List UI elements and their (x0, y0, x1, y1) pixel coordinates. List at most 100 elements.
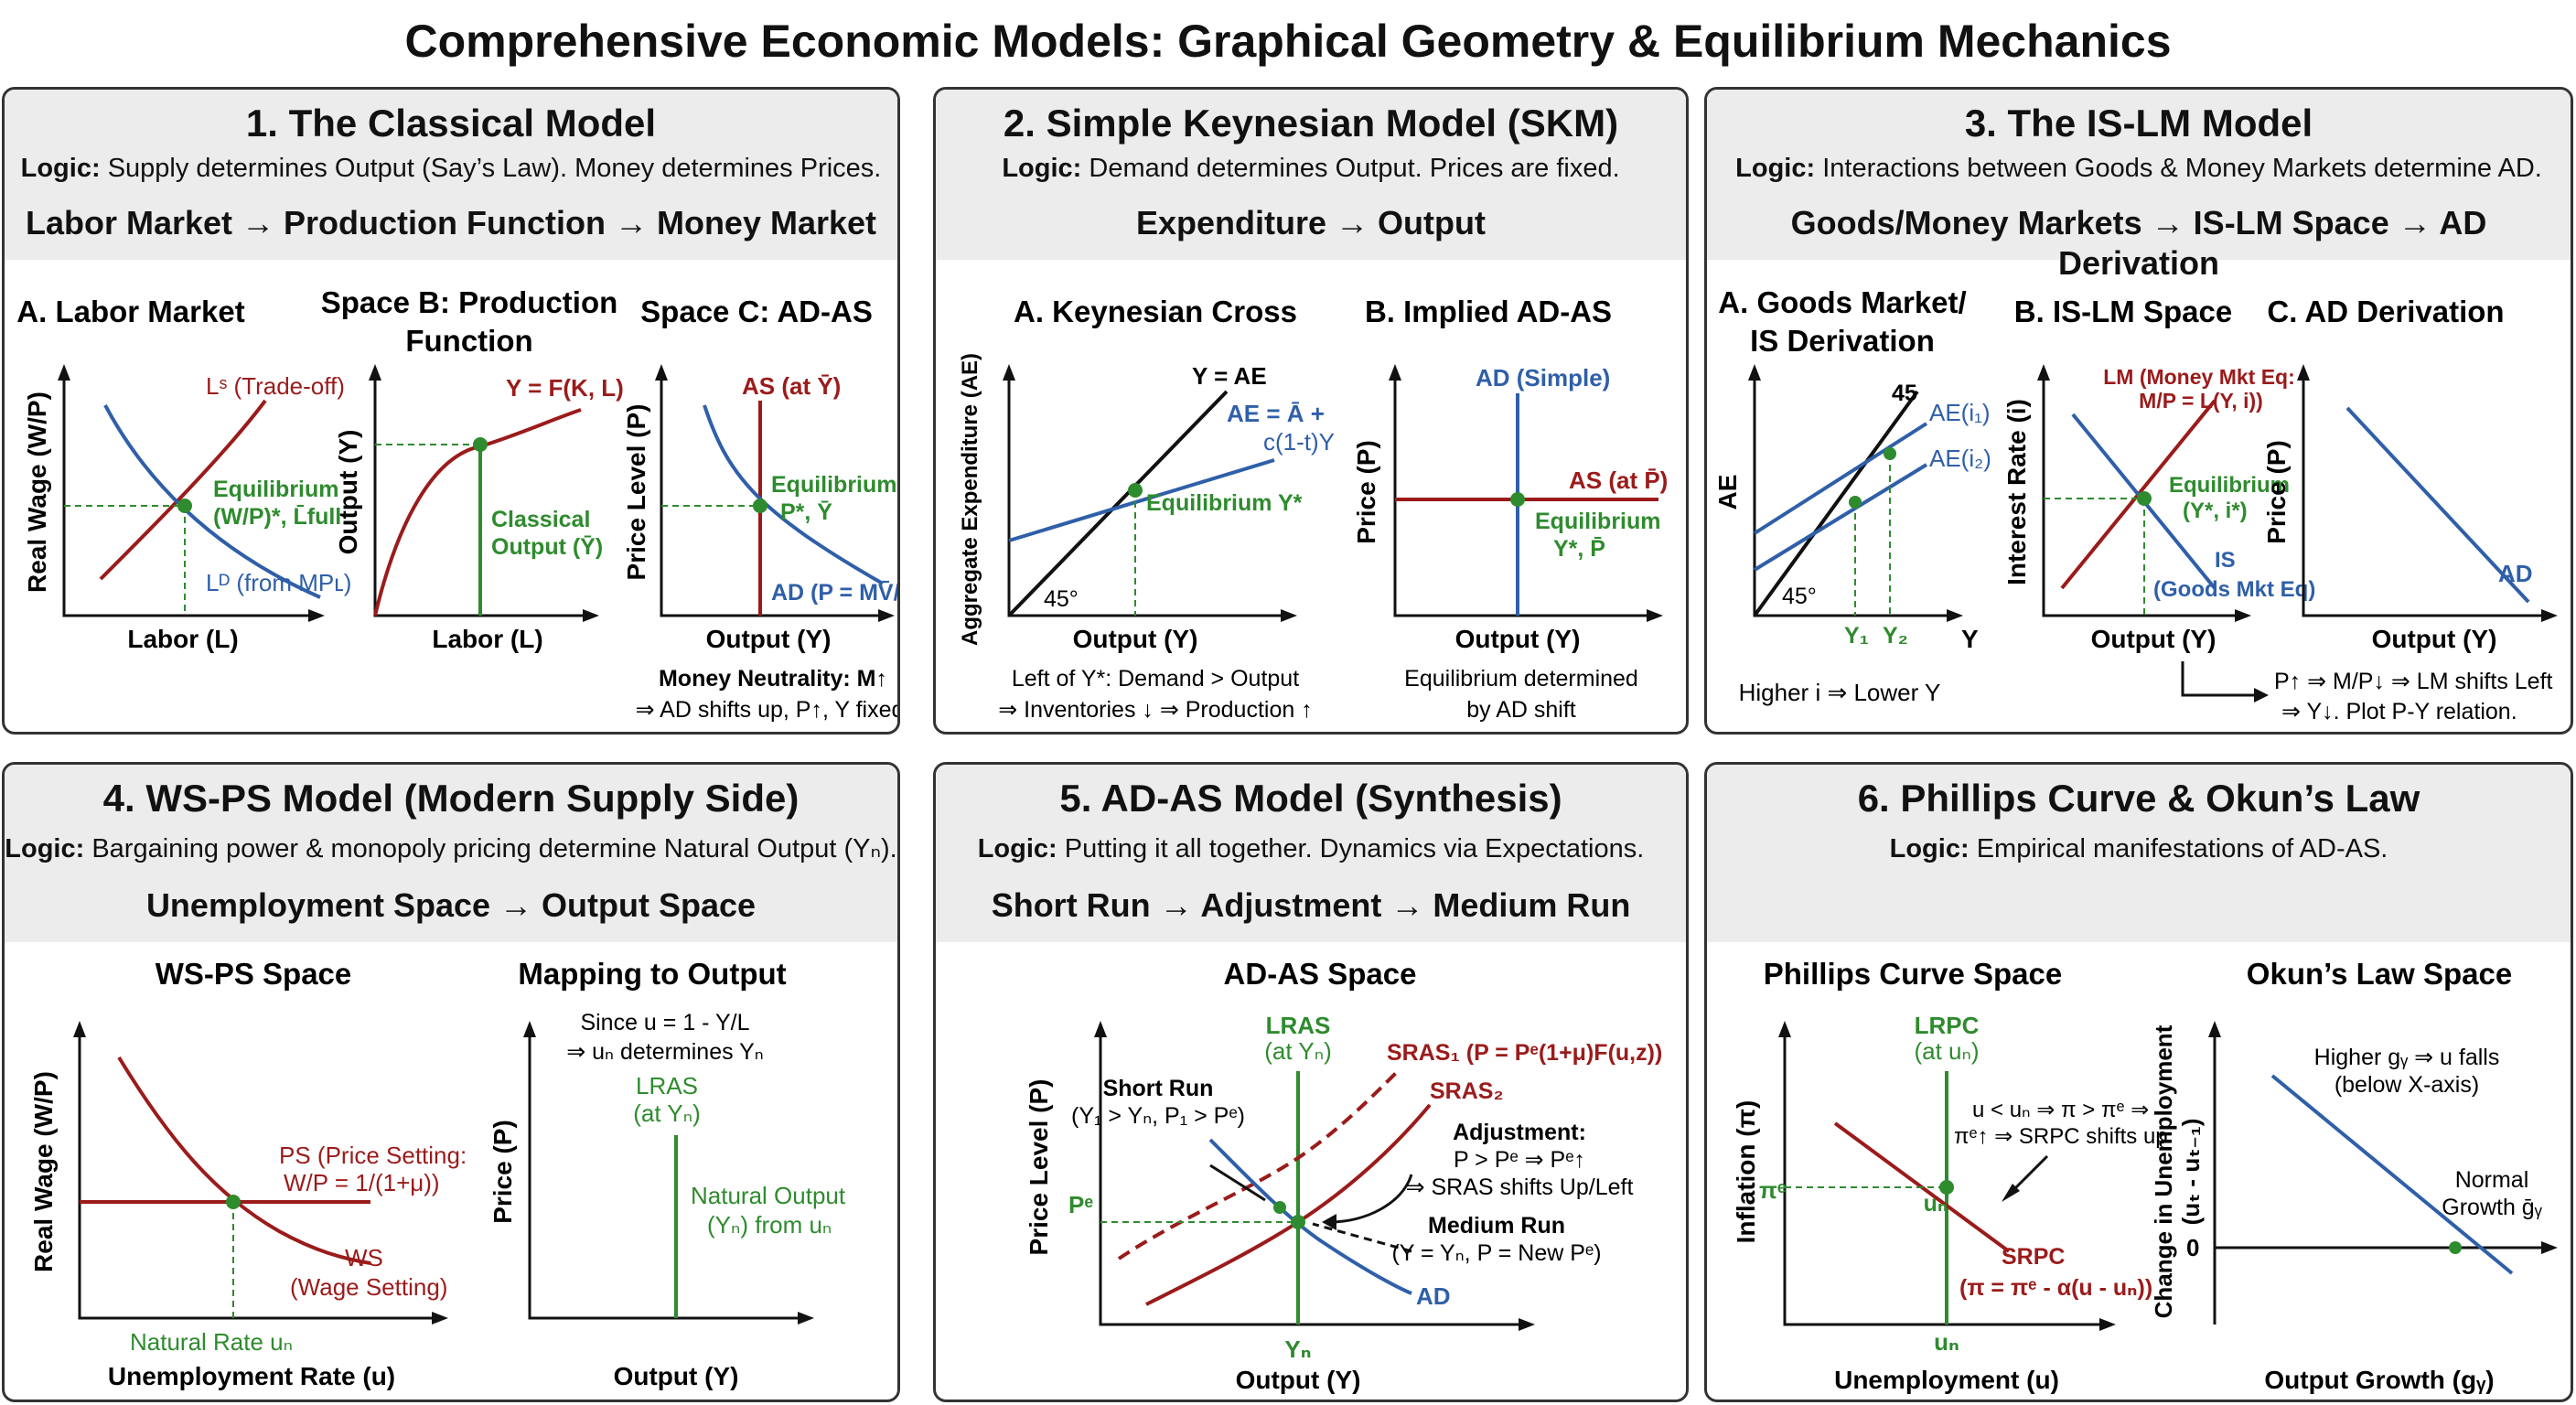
is-45-degree-line (1753, 390, 1919, 617)
ps-label-2: W/P = 1/(1+μ)) (284, 1169, 440, 1196)
money-neutrality-note-2: ⇒ AD shifts up, P↑, Y fixed. (636, 697, 900, 723)
adjustment-label-3: ⇒ SRAS shifts Up/Left (1406, 1174, 1634, 1200)
short-run-label-1: Short Run (1103, 1076, 1214, 1101)
panel-title: 6. Phillips Curve & Okun’s Law (1857, 777, 2420, 820)
goods-eq-point-2 (1884, 447, 1896, 460)
sub-title-ad-derivation: C. AD Derivation (2267, 295, 2504, 328)
synthesis-xlabel: Output (Y) (1236, 1366, 1361, 1394)
okun-ylabel-1: Change in Unemployment (2150, 1024, 2177, 1318)
panel-ws-ps-model: 4. WS-PS Model (Modern Supply Side) Logi… (2, 762, 900, 1402)
ae-i1-label: AE(i₁) (1929, 399, 1991, 426)
okun-note-2: (below X-axis) (2334, 1072, 2479, 1098)
panel-flow: Expenditure → Output (1136, 204, 1486, 241)
derivation-note-1: P↑ ⇒ M/P↓ ⇒ LM shifts Left (2274, 669, 2553, 694)
sub-title-ad-as-space: AD-AS Space (1224, 957, 1417, 991)
panel-header: 5. AD-AS Model (Synthesis) Logic: Puttin… (936, 765, 1686, 942)
implied-ad-as-ylabel: Price (P) (1352, 440, 1380, 544)
lrpc-label-1: LRPC (1915, 1012, 1980, 1039)
ae-i2-line (1753, 463, 1928, 572)
sub-title-goods-market-2: IS Derivation (1750, 324, 1935, 358)
panel-logic: Logic: Putting it all together. Dynamics… (977, 834, 1645, 863)
ws-ps-diagrams: WS-PS Space Mapping to Output Real Wage … (29, 957, 846, 1390)
goods-45-label: 45 (1892, 381, 1917, 406)
sras2-label: SRAS₂ (1430, 1078, 1504, 1104)
phillips-okun-diagrams: Phillips Curve Space Okun’s Law Space In… (1732, 957, 2558, 1394)
production-axes (373, 369, 595, 617)
panel-title: 3. The IS-LM Model (1964, 102, 2313, 145)
sub-title-production: Space B: Production (321, 285, 618, 319)
phillips-note-2: πᵉ↑ ⇒ SRPC shifts up (1954, 1124, 2168, 1149)
short-run-label-2: (Y₁ > Yₙ, P₁ > Pᵉ) (1071, 1103, 1245, 1129)
keynesian-note-2: ⇒ Inventories ↓ ⇒ Production ↑ (998, 697, 1312, 723)
labor-eq-label-1: Equilibrium (213, 477, 339, 502)
implied-ad-as-axes (1393, 369, 1658, 617)
lras-label-2: (at Yₙ) (1264, 1037, 1331, 1065)
ad-curve (1208, 1138, 1412, 1295)
keynesian-cross-ylabel: Aggregate Expenditure (AE) (958, 353, 982, 646)
aggregate-expenditure-line (1008, 458, 1275, 542)
medium-run-arrow (1312, 1222, 1412, 1253)
implied-eq-label-1: Equilibrium (1535, 509, 1661, 534)
keynesian-eq-label: Equilibrium Y* (1146, 490, 1303, 516)
yn-label: Yₙ (1284, 1335, 1311, 1363)
mapping-since-1: Since u = 1 - Y/L (580, 1010, 749, 1035)
keynesian-diagrams: A. Keynesian Cross B. Implied AD-AS Aggr… (958, 295, 1668, 723)
medium-run-label-2: (Y = Yₙ, P = New Pᵉ) (1391, 1240, 1601, 1266)
sub-title-okun: Okun’s Law Space (2247, 957, 2512, 991)
sras1-label: SRAS₁ (P = Pᵉ(1+μ)F(u,z)) (1387, 1040, 1662, 1066)
goods-market-guides (1854, 454, 1891, 616)
mapping-xlabel: Output (Y) (614, 1362, 739, 1390)
sub-title-is-lm: B. IS-LM Space (2014, 295, 2232, 328)
ad-as-eq-point (753, 499, 767, 513)
goods-market-axes (1753, 369, 1959, 617)
panel-title: 1. The Classical Model (245, 102, 657, 145)
natural-rate-label: Natural Rate uₙ (130, 1328, 293, 1356)
lm-label-2: M/P = L(Y, i)) (2139, 389, 2263, 413)
panel-header: 4. WS-PS Model (Modern Supply Side) Logi… (5, 765, 897, 942)
sras1-curve (1117, 1069, 1400, 1260)
keynesian-note-1: Left of Y*: Demand > Output (1012, 666, 1299, 692)
synthesis-axes (1099, 1025, 1530, 1326)
panel-header: 3. The IS-LM Model Logic: Interactions b… (1707, 90, 2571, 282)
medium-run-label-1: Medium Run (1428, 1213, 1565, 1239)
okun-line (2270, 1074, 2514, 1275)
panel-title: 4. WS-PS Model (Modern Supply Side) (102, 777, 800, 820)
production-ylabel: Output (Y) (334, 430, 362, 555)
natural-lras-label-1: LRAS (636, 1072, 698, 1099)
wage-setting-curve (117, 1056, 371, 1265)
derivation-note-2: ⇒ Y↓. Plot P-Y relation. (2281, 699, 2517, 724)
short-run-arrow (1209, 1164, 1266, 1202)
pie-label: πᵉ (1759, 1176, 1787, 1204)
un-axis-label: uₙ (1934, 1328, 1959, 1356)
implied-eq-point (1510, 492, 1525, 507)
ad-as-axes (660, 369, 890, 617)
sub-title-labor-market: A. Labor Market (16, 295, 244, 328)
labor-eq-label-2: (W/P)*, L̄full (213, 503, 341, 530)
lrpc-label-2: (at uₙ) (1914, 1037, 1979, 1065)
natural-output-label-1: Natural Output (691, 1182, 846, 1209)
panel-title: 2. Simple Keynesian Model (SKM) (1003, 102, 1619, 145)
okun-ylabel-2: (uₜ - uₜ₋₁) (2177, 1119, 2205, 1226)
classical-ad-curve (703, 404, 884, 585)
short-run-point (1273, 1201, 1286, 1214)
ad-as-synthesis-diagram: AD-AS Space Price Level (P) Output (Y) L… (1025, 957, 1662, 1394)
sub-title-goods-market: A. Goods Market/ (1718, 285, 1966, 319)
normal-growth-label-2: Growth ḡᵧ (2442, 1195, 2542, 1220)
panel-logic: Logic: Empirical manifestations of AD-AS… (1889, 834, 2388, 863)
natural-output-label-2: (Yₙ) from uₙ (707, 1211, 832, 1239)
ws-label-1: WS (345, 1244, 383, 1271)
adjustment-label-2: P > Pᵉ ⇒ Pᵉ↑ (1454, 1147, 1585, 1173)
phillips-xlabel: Unemployment (u) (1834, 1366, 2059, 1394)
y-equals-ae-label: Y = AE (1192, 362, 1267, 390)
ws-label-2: (Wage Setting) (290, 1273, 447, 1301)
labor-demand-label: Lᴰ (from MPʟ) (206, 569, 351, 596)
phillips-eq-point (1939, 1180, 1954, 1195)
ad-as-eq-label-1: Equilibrium (771, 472, 897, 498)
derivation-arrow (2181, 661, 2256, 697)
lras-label-1: LRAS (1266, 1012, 1331, 1039)
synthesis-ad-label: AD (1416, 1282, 1451, 1310)
pe-label: Pᵉ (1068, 1191, 1093, 1218)
fixed-price-as-label: AS (at P̄) (1569, 467, 1668, 494)
synthesis-ylabel: Price Level (P) (1025, 1079, 1053, 1256)
okun-zero-label: 0 (2186, 1234, 2199, 1261)
